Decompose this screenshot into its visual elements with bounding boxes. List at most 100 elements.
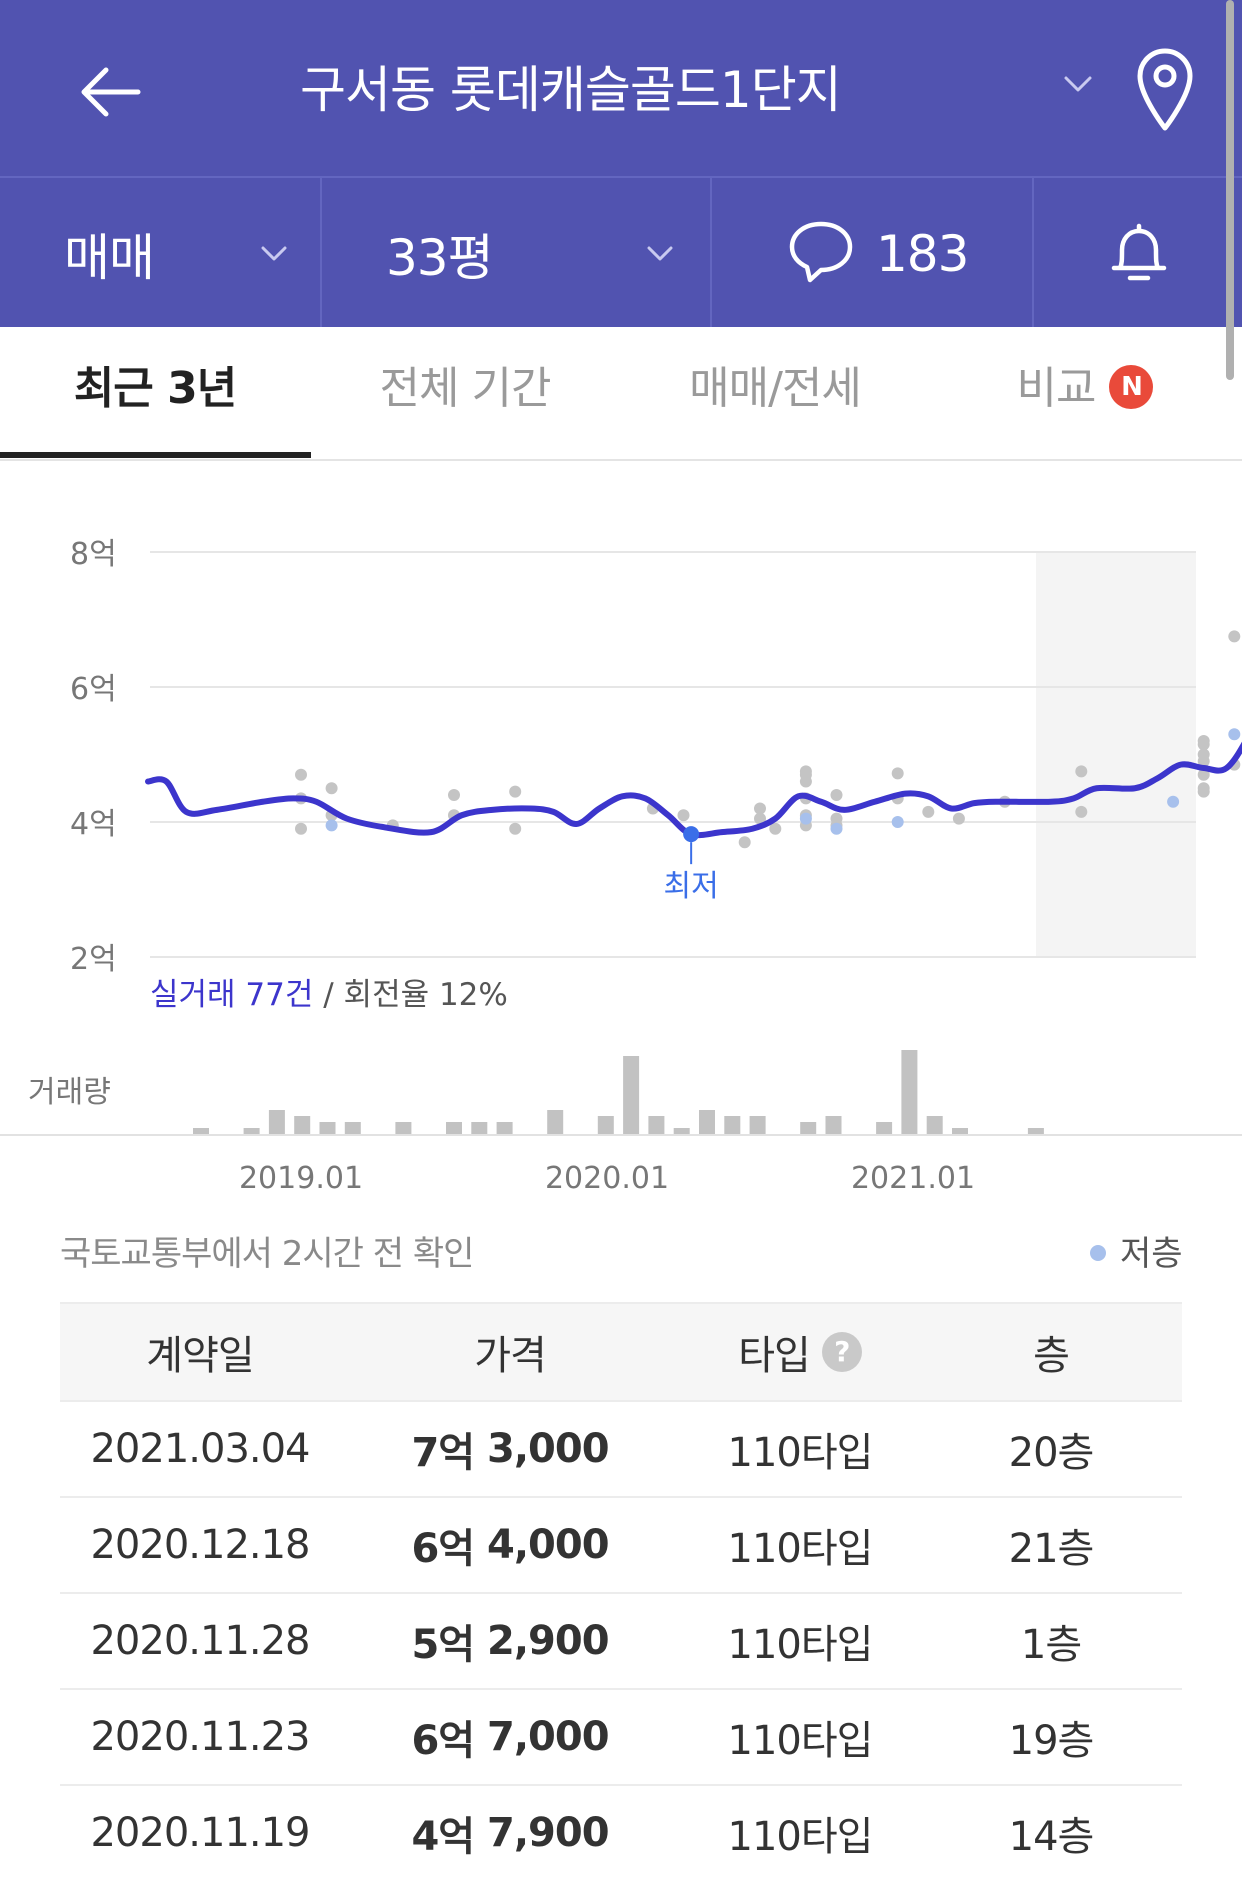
scatter-point [1197,755,1210,768]
scatter-point [754,802,766,815]
scatter-point [1228,630,1241,643]
scrollbar[interactable] [1226,0,1234,380]
chevron-down-icon [647,246,673,261]
min-point [683,826,700,843]
y-tick-label: 8억 [70,537,117,572]
location-pin-icon[interactable] [1130,44,1200,134]
source-note: 국토교통부에서 2시간 전 확인 [60,1234,474,1274]
volume-bar [749,1116,766,1134]
scatter-point [799,775,812,788]
period-tabs: 최근 3년 전체 기간 매매/전세 비교 N [0,327,1242,461]
row-floor: 1층 [1020,1622,1082,1668]
scatter-point [891,767,904,780]
scatter-point [295,822,307,835]
scatter-point [830,789,843,801]
trade-type-label: 매매 [64,228,155,287]
scatter-point [1197,768,1210,781]
row-price-eok: 5억 [411,1622,475,1668]
scatter-point [509,785,522,798]
volume-bar [344,1122,361,1134]
row-price: 5억 2,900 [340,1594,680,1688]
row-type: 110타입 [727,1814,874,1860]
scatter-point-low-floor [325,819,338,832]
size-label: 33평 [386,228,494,287]
tab-compare[interactable]: 비교 N [930,327,1240,457]
volume-bar [319,1122,336,1134]
scatter-point [509,822,522,835]
help-icon[interactable]: ? [821,1332,862,1372]
alert-button[interactable] [1034,178,1242,329]
transaction-table: 계약일 가격 타입? 층 2021.03.04 7억 3,000 110타입 20층 2… [60,1302,1182,1880]
app-header: 구서동 롯데캐슬골드1단지 매매 33평 183 [0,0,1242,327]
divider [1032,178,1034,327]
tab-recent-3y[interactable]: 최근 3년 [73,363,237,414]
scatter-point [448,789,460,801]
volume-bar [268,1110,285,1134]
price-chart-svg: 8억6억4억2억최고최저실거래 77건 / 회전율 12%거래량2019.012… [0,537,1242,1196]
table-row[interactable]: 2020.11.28 5억 2,900 110타입 1층 [60,1592,1182,1688]
volume-label: 거래량 [28,1075,111,1110]
back-button[interactable] [70,52,150,132]
volume-bar [294,1116,311,1134]
row-floor: 14층 [1008,1814,1095,1860]
scatter-point [325,782,338,795]
row-price: 4억 7,900 [340,1786,680,1880]
price-chart[interactable]: 8억6억4억2억최고최저실거래 77건 / 회전율 12%거래량2019.012… [0,460,1242,1230]
row-price-rest: 7,900 [487,1810,610,1856]
scatter-point [677,809,690,822]
table-row[interactable]: 2020.11.23 6억 7,000 110타입 19층 [60,1688,1182,1784]
volume-bar [193,1128,209,1134]
x-tick-label: 2021.01 [851,1161,975,1196]
table-row[interactable]: 2020.12.18 6억 4,000 110타입 21층 [60,1496,1182,1592]
x-tick-label: 2019.01 [239,1161,363,1196]
row-type: 110타입 [727,1430,874,1476]
table-row[interactable]: 2021.03.04 7억 3,000 110타입 20층 [60,1400,1182,1496]
tab-compare-label: 비교 [1016,363,1097,414]
chevron-down-icon[interactable] [1058,64,1098,104]
header-floor: 층 [1033,1333,1070,1379]
trade-type-selector[interactable]: 매매 [0,178,320,329]
row-floor: 21층 [1008,1526,1095,1572]
scatter-point [754,812,766,825]
volume-bar [876,1122,893,1134]
row-date: 2020.11.23 [90,1714,310,1760]
trade-count: 실거래 77건 [150,977,313,1013]
scatter-point-low-floor [1228,728,1241,741]
tab-all-period[interactable]: 전체 기간 [379,363,552,414]
row-price-rest: 2,900 [487,1618,610,1664]
y-tick-label: 4억 [70,807,117,842]
scatter-point-low-floor [1167,795,1180,808]
comment-count: 183 [876,224,969,283]
row-price-rest: 3,000 [487,1426,610,1472]
volume-bar [471,1122,488,1134]
table-row[interactable]: 2020.11.19 4억 7,900 110타입 14층 [60,1784,1182,1880]
divider [710,178,712,327]
header-type-label: 타입 [738,1333,811,1379]
scatter-point [295,768,307,781]
size-selector[interactable]: 33평 [322,178,710,329]
legend-low-floor: 저층 [1090,1226,1183,1275]
table-header: 계약일 가격 타입? 층 [60,1302,1182,1400]
bell-icon [1111,223,1167,281]
scatter-point-low-floor [799,812,812,825]
row-price: 6억 7,000 [340,1690,680,1784]
row-date: 2021.03.04 [90,1426,310,1472]
comments-button[interactable]: 183 [712,178,1032,329]
row-type: 110타입 [727,1718,874,1764]
tab-sale-jeonse[interactable]: 매매/전세 [689,363,862,414]
volume-bar [395,1122,412,1134]
row-price-eok: 6억 [411,1718,475,1764]
row-floor: 19층 [1008,1718,1095,1764]
volume-bar [952,1128,968,1134]
volume-bar [901,1050,918,1134]
page-title[interactable]: 구서동 롯데캐슬골드1단지 [300,61,842,119]
volume-bar [597,1116,614,1134]
forecast-area [1036,552,1196,957]
price-line [145,741,1242,839]
header-type: 타입? [680,1304,920,1400]
volume-bar [1027,1128,1044,1134]
row-price-rest: 4,000 [487,1522,610,1568]
scatter-point [1197,785,1210,798]
x-tick-label: 2020.01 [545,1161,669,1196]
header-date: 계약일 [146,1333,254,1379]
